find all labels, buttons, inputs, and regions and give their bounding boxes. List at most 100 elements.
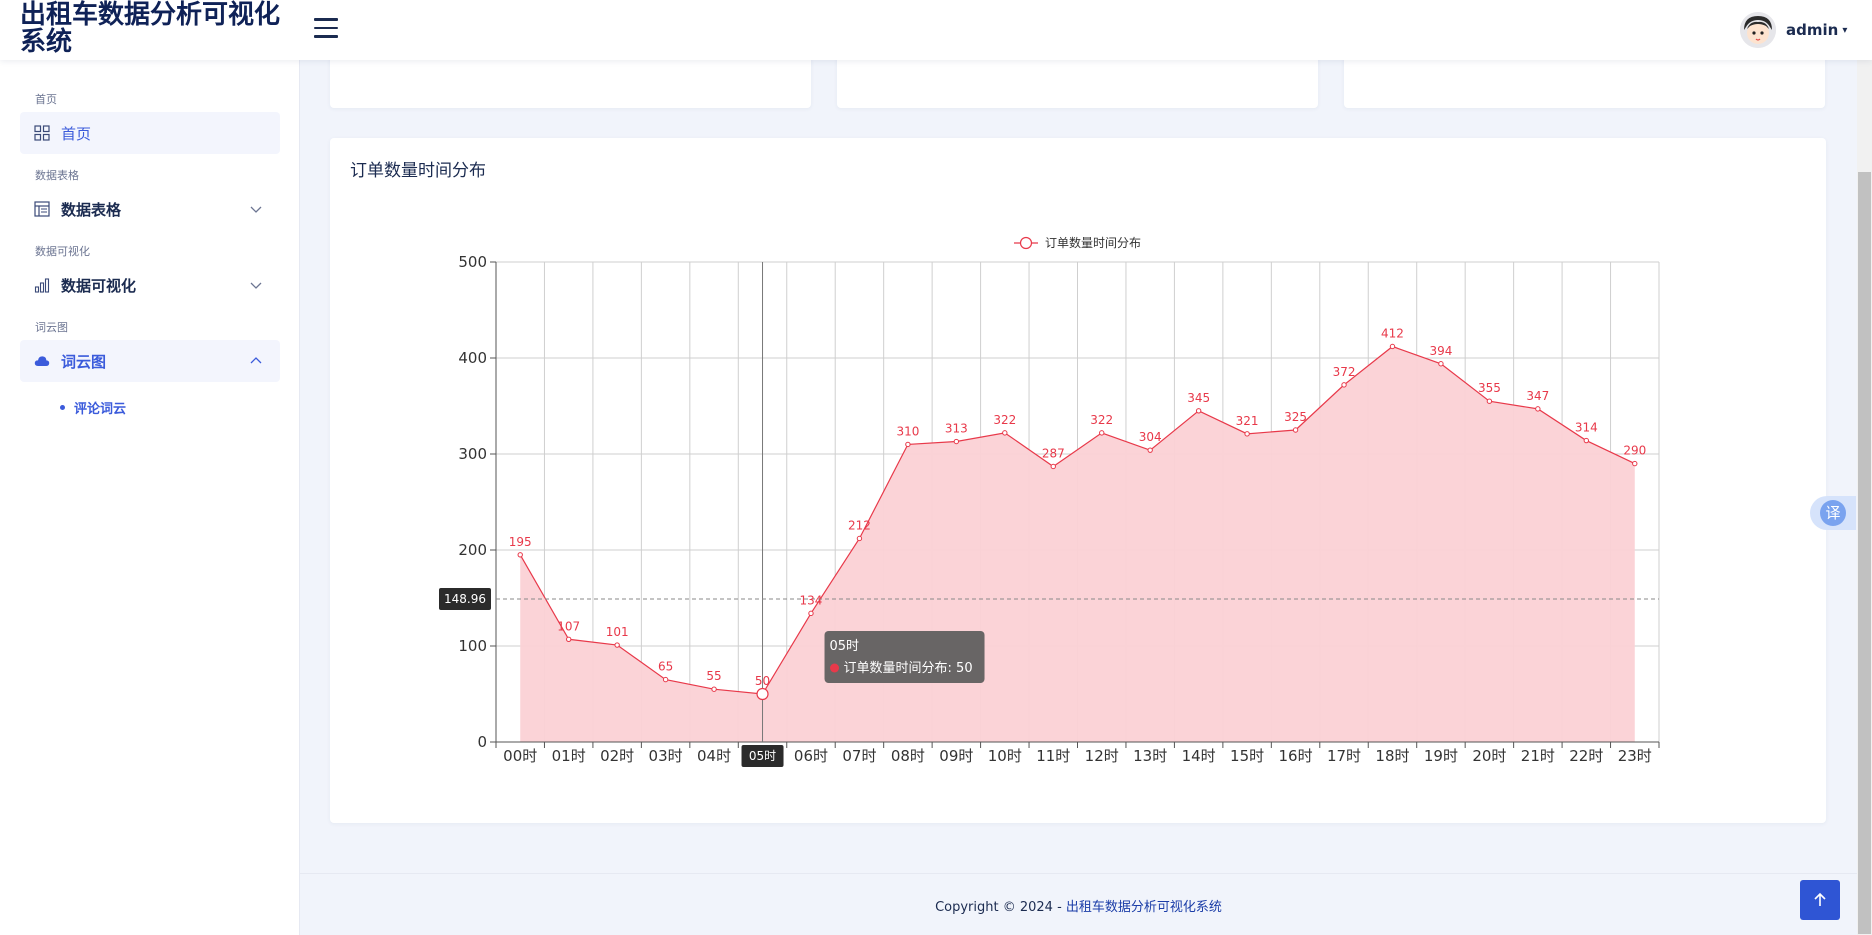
data-label: 304 xyxy=(1139,430,1162,444)
chart-title: 订单数量时间分布 xyxy=(350,161,486,181)
x-tick-label: 13时 xyxy=(1133,747,1167,765)
chevron-down-icon[interactable] xyxy=(250,279,262,291)
data-point[interactable] xyxy=(1341,382,1347,388)
avatar[interactable] xyxy=(1740,12,1776,48)
data-point[interactable] xyxy=(614,642,620,648)
data-point[interactable] xyxy=(1244,431,1250,437)
back-to-top-button[interactable] xyxy=(1800,880,1840,920)
x-tick-label: 04时 xyxy=(697,747,731,765)
x-tick-label: 20时 xyxy=(1472,747,1506,765)
y-tick-label: 200 xyxy=(458,541,487,559)
y-tick-label: 100 xyxy=(458,637,487,655)
cloud-icon xyxy=(34,356,50,366)
data-point[interactable] xyxy=(1438,361,1444,367)
x-tick-label: 12时 xyxy=(1085,747,1119,765)
data-point[interactable] xyxy=(1099,430,1105,436)
chevron-down-icon[interactable] xyxy=(250,203,262,215)
sidebar-item-data-table[interactable]: 数据表格 xyxy=(20,188,280,230)
data-point[interactable] xyxy=(1535,406,1541,412)
legend-marker-icon xyxy=(1019,236,1033,250)
x-tick-label: 19时 xyxy=(1424,747,1458,765)
data-point[interactable] xyxy=(711,686,717,692)
arrow-up-icon xyxy=(1814,892,1826,906)
x-tick-label: 10时 xyxy=(988,747,1022,765)
x-tick-label: 09时 xyxy=(939,747,973,765)
data-point[interactable] xyxy=(905,441,911,448)
top-header: 出租车数据分析可视化系统 admin ▾ xyxy=(0,0,1872,60)
sidebar-item-visualization[interactable]: 数据可视化 xyxy=(20,264,280,306)
data-label: 314 xyxy=(1575,421,1598,435)
user-name[interactable]: admin xyxy=(1786,21,1839,39)
data-point[interactable] xyxy=(1389,343,1396,350)
data-point[interactable] xyxy=(1292,427,1299,433)
x-tick-label: 06时 xyxy=(794,747,828,765)
data-label: 107 xyxy=(557,619,580,633)
y-tick-label: 0 xyxy=(477,733,487,751)
tooltip-marker-icon xyxy=(830,663,840,673)
data-label: 65 xyxy=(658,660,673,674)
sidebar-item-label: 首页 xyxy=(61,125,92,143)
data-point[interactable] xyxy=(517,552,523,558)
data-point[interactable] xyxy=(808,610,814,617)
translate-button[interactable]: 译 xyxy=(1810,496,1856,530)
data-label: 212 xyxy=(848,518,871,532)
data-label: 322 xyxy=(993,413,1016,427)
data-point[interactable] xyxy=(1486,398,1493,404)
y-tick-label: 400 xyxy=(458,349,487,367)
series-area xyxy=(520,346,1635,742)
data-point[interactable] xyxy=(756,687,769,701)
sidebar-subitem-comment-cloud[interactable]: 评论词云 xyxy=(60,398,126,417)
chart-legend[interactable]: 订单数量时间分布 xyxy=(1014,235,1141,250)
data-point[interactable] xyxy=(1147,447,1153,453)
data-point[interactable] xyxy=(565,636,572,642)
x-tick-label: 22时 xyxy=(1569,747,1603,765)
y-tick-label: 500 xyxy=(458,253,487,271)
bullet-dot-icon xyxy=(60,405,65,410)
line-area-chart[interactable]: 0 100 200 300 400 500 00时 01时 02时 03时 04时 06时 07时 08… xyxy=(330,138,1826,823)
crosshair-x-badge: 05时 xyxy=(741,745,784,767)
data-label: 345 xyxy=(1187,391,1210,405)
x-tick-label: 00时 xyxy=(503,747,537,765)
x-tick-label: 16时 xyxy=(1279,747,1313,765)
data-point[interactable] xyxy=(1050,463,1056,470)
chart-tooltip: 05时 订单数量时间分布: 50 xyxy=(824,631,985,683)
hamburger-icon[interactable] xyxy=(314,18,338,40)
x-tick-label: 14时 xyxy=(1182,747,1216,765)
x-tick-label: 15时 xyxy=(1230,747,1264,765)
sidebar-item-home[interactable]: 首页 xyxy=(20,112,280,154)
tooltip-title: 05时 xyxy=(830,639,860,654)
data-point[interactable] xyxy=(1195,408,1202,414)
grid-icon xyxy=(34,125,50,141)
x-tick-label: 07时 xyxy=(842,747,876,765)
sidebar-item-wordcloud[interactable]: 词云图 xyxy=(20,340,280,382)
data-label: 355 xyxy=(1478,381,1501,395)
section-label-viz: 数据可视化 xyxy=(35,245,90,258)
scrollbar-thumb[interactable] xyxy=(1858,172,1871,934)
sidebar-item-label: 词云图 xyxy=(61,353,107,371)
table-icon xyxy=(34,201,50,217)
data-point[interactable] xyxy=(662,676,669,683)
data-point[interactable] xyxy=(953,438,960,445)
data-label: 290 xyxy=(1623,444,1646,458)
data-label: 310 xyxy=(896,424,919,438)
data-label: 394 xyxy=(1429,344,1452,358)
data-label: 287 xyxy=(1042,446,1065,460)
x-tick-label: 02时 xyxy=(600,747,634,765)
y-tick-label: 300 xyxy=(458,445,487,463)
chevron-up-icon[interactable] xyxy=(250,355,262,367)
x-tick-label: 03时 xyxy=(649,747,683,765)
x-tick-label: 17时 xyxy=(1327,747,1361,765)
caret-down-icon[interactable]: ▾ xyxy=(1842,24,1848,36)
footer-brand-link[interactable]: 出租车数据分析可视化系统 xyxy=(1065,900,1222,915)
data-point[interactable] xyxy=(856,535,863,542)
data-label: 347 xyxy=(1526,389,1549,403)
sidebar-item-label: 数据可视化 xyxy=(61,277,137,295)
chart-card: 订单数量时间分布 0 100 200 300 400 500 00时 01时 02时 03时 04… xyxy=(330,138,1826,823)
user-menu[interactable]: admin ▾ xyxy=(1740,11,1847,49)
data-point[interactable] xyxy=(1583,437,1590,444)
data-label: 101 xyxy=(606,625,629,639)
x-tick-label: 18时 xyxy=(1375,747,1409,765)
data-label: 313 xyxy=(945,422,968,436)
data-point[interactable] xyxy=(1002,430,1008,436)
data-point[interactable] xyxy=(1632,460,1638,467)
